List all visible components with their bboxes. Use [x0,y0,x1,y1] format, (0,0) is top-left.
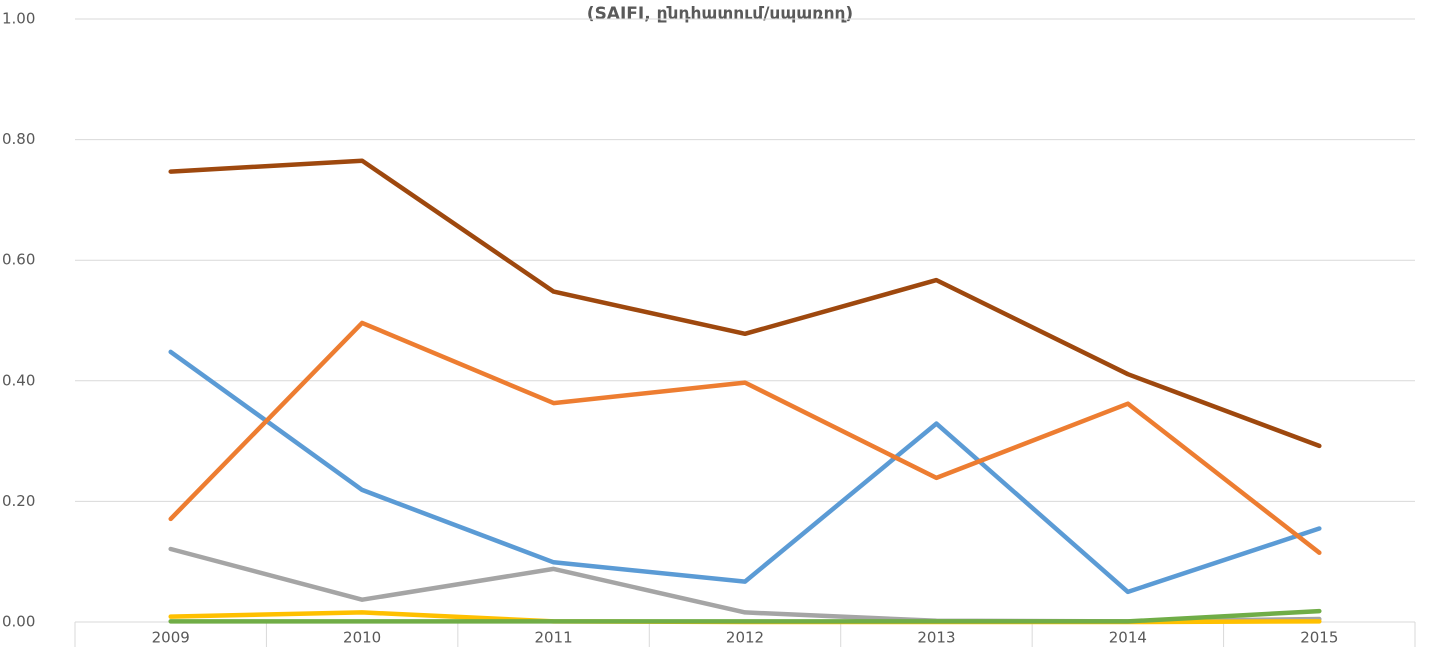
series-line [168,320,1322,555]
y-tick-label: 0.80 [2,130,35,148]
y-tick-label: 0.40 [2,371,35,389]
series-line [168,349,1322,595]
x-tick-label: 2014 [1109,629,1147,647]
series-line [168,158,1322,449]
x-tick-label: 2010 [343,629,381,647]
y-tick-label: 0.60 [2,251,35,269]
series-line [168,608,1322,624]
y-tick-label: 1.00 [2,10,35,28]
chart-title: (SAIFI, ընդհատում/սպառող) [587,4,853,24]
y-tick-label: 0.00 [2,613,35,631]
x-tick-label: 2013 [917,629,955,647]
x-tick-label: 2012 [726,629,764,647]
x-tick-label: 2011 [534,629,572,647]
y-tick-label: 0.20 [2,492,35,510]
x-tick-label: 2015 [1300,629,1338,647]
x-tick-label: 2009 [152,629,190,647]
